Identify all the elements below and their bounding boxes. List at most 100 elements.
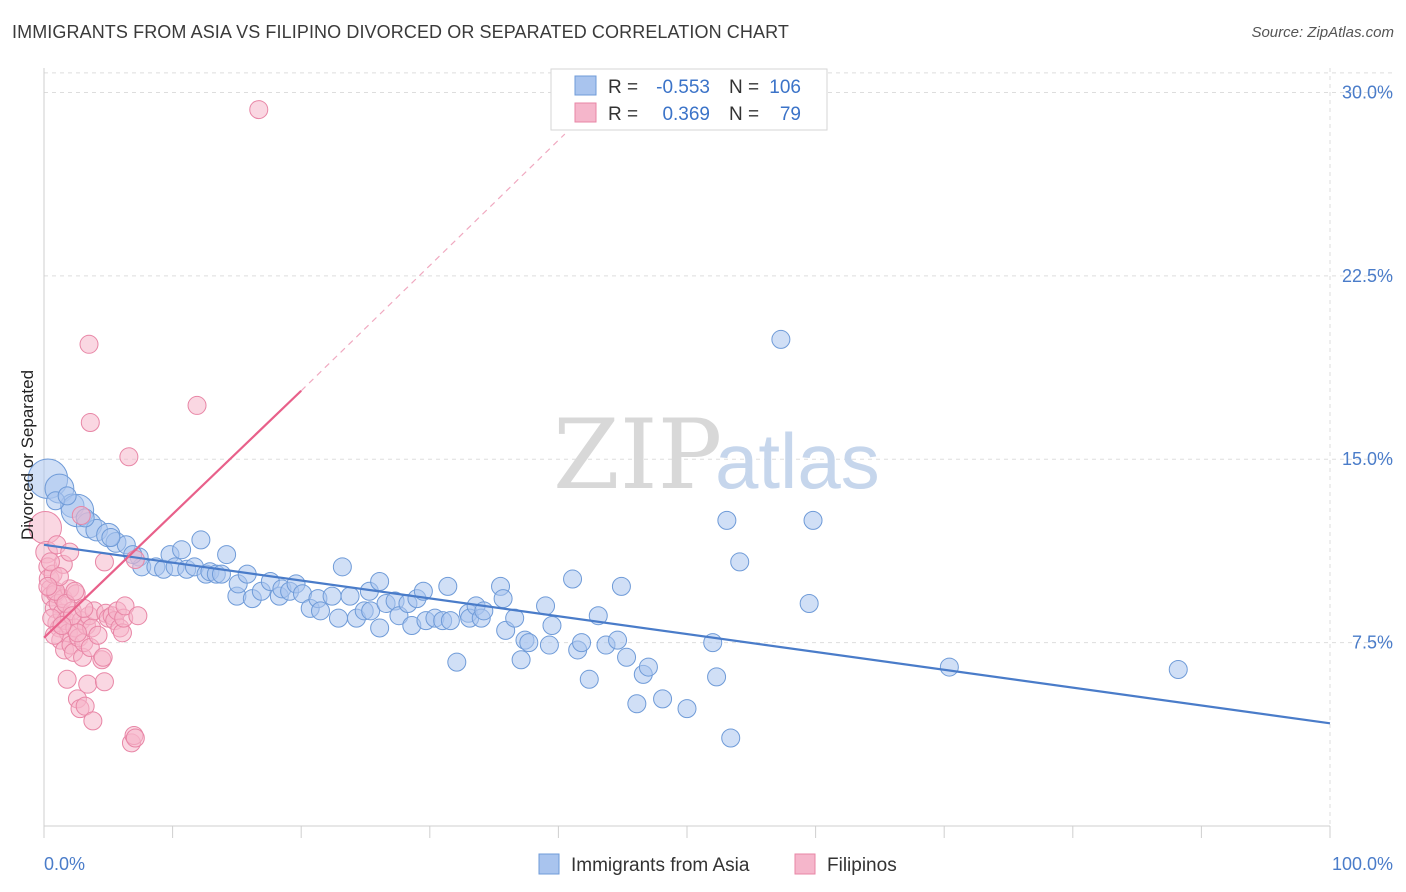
asia-point-92: [771, 329, 791, 349]
filipino-point-55: [128, 606, 148, 626]
watermark: ZIP atlas: [553, 399, 880, 511]
asia-point-76: [579, 669, 599, 689]
filipino-point-31: [75, 696, 95, 716]
x-tick-labels: 0.0% 100.0%: [44, 854, 1393, 874]
bottom-legend-swatch-asia: [538, 853, 560, 875]
filipino-point-74: [38, 576, 58, 596]
filipino-point-77: [52, 615, 72, 635]
filipino-point-59: [71, 505, 91, 525]
legend-n-value-2: 79: [780, 104, 801, 125]
asia-point-72: [542, 615, 562, 635]
filipino-point-39: [88, 625, 108, 645]
legend-swatch-filipinos: [574, 102, 597, 123]
filipino-point-72: [67, 623, 87, 643]
axes: [43, 68, 1331, 838]
bottom-legend-filipinos: Filipinos: [827, 855, 897, 876]
asia-point-64: [493, 589, 513, 609]
filipino-point-62: [94, 552, 114, 572]
filipino-point-73: [74, 598, 94, 618]
asia-trend-line: [43, 543, 1331, 725]
filipino-point-65: [187, 395, 207, 415]
y-tick-label-0: 7.5%: [1352, 633, 1393, 653]
asia-point-20: [217, 545, 237, 565]
asia-point-84: [638, 657, 658, 677]
correlation-legend: R = -0.553 N = 106 R = 0.369 N = 79: [550, 68, 828, 131]
series-filipinos-points: [28, 100, 269, 753]
filipino-point-58: [60, 542, 80, 562]
y-tick-labels: 7.5% 15.0% 22.5% 30.0%: [1342, 82, 1393, 652]
bottom-legend-swatch-filipinos: [794, 853, 816, 875]
filipino-trend-line: [43, 389, 302, 639]
y-axis-label: Divorced or Separated: [18, 370, 37, 540]
filipino-point-51: [115, 596, 135, 616]
y-tick-label-1: 15.0%: [1342, 449, 1393, 469]
asia-point-103: [191, 530, 211, 550]
asia-point-95: [939, 657, 959, 677]
asia-point-80: [611, 576, 631, 596]
legend-n-value-1: 106: [769, 77, 801, 98]
filipino-point-66: [249, 100, 269, 120]
asia-point-44: [370, 618, 390, 638]
asia-point-57: [447, 652, 467, 672]
chart-title: IMMIGRANTS FROM ASIA VS FILIPINO DIVORCE…: [12, 22, 789, 42]
asia-point-70: [536, 596, 556, 616]
asia-point-73: [563, 569, 583, 589]
legend-r-value-2: 0.369: [662, 104, 710, 125]
legend-r-label-1: R =: [608, 77, 638, 98]
legend-r-value-1: -0.553: [656, 77, 710, 98]
series-legend: Immigrants from Asia Filipinos: [538, 853, 897, 876]
asia-point-91: [730, 552, 750, 572]
asia-point-88: [707, 667, 727, 687]
legend-r-label-2: R =: [608, 104, 638, 125]
filipino-point-61: [80, 413, 100, 433]
watermark-zip: ZIP: [553, 399, 722, 511]
asia-point-89: [717, 510, 737, 530]
asia-point-38: [340, 586, 360, 606]
asia-point-93: [799, 593, 819, 613]
filipino-point-78: [65, 581, 85, 601]
trend-lines: [43, 133, 1331, 725]
asia-point-96: [1168, 660, 1188, 680]
asia-point-94: [803, 510, 823, 530]
asia-point-35: [322, 586, 342, 606]
asia-point-42: [361, 601, 381, 621]
asia-point-56: [440, 611, 460, 631]
filipino-trend-extension: [300, 133, 566, 392]
x-tick-label-0: 0.0%: [44, 854, 85, 874]
y-tick-label-3: 30.0%: [1342, 82, 1393, 102]
legend-n-label-1: N =: [729, 77, 759, 98]
asia-point-81: [617, 647, 637, 667]
asia-point-67: [511, 650, 531, 670]
legend-n-label-2: N =: [729, 104, 759, 125]
asia-point-36: [328, 608, 348, 628]
filipino-point-42: [94, 672, 114, 692]
source-label: Source: ZipAtlas.com: [1251, 24, 1394, 41]
asia-point-55: [438, 576, 458, 596]
asia-point-79: [608, 630, 628, 650]
filipino-point-63: [119, 447, 139, 467]
asia-point-43: [370, 571, 390, 591]
asia-point-100: [101, 527, 121, 547]
legend-swatch-asia: [574, 75, 597, 96]
filipino-point-64: [125, 549, 145, 569]
asia-point-69: [519, 633, 539, 653]
asia-point-75: [572, 633, 592, 653]
y-tick-label-2: 22.5%: [1342, 266, 1393, 286]
filipino-point-41: [93, 647, 113, 667]
asia-point-102: [172, 540, 192, 560]
asia-point-82: [627, 694, 647, 714]
asia-point-90: [721, 728, 741, 748]
filipino-point-54: [125, 728, 145, 748]
filipino-point-67: [40, 552, 60, 572]
series-asia-points: [27, 329, 1188, 748]
asia-point-71: [539, 635, 559, 655]
x-tick-label-1: 100.0%: [1332, 854, 1393, 874]
asia-point-37: [332, 557, 352, 577]
asia-point-98: [57, 486, 77, 506]
filipino-point-33: [78, 674, 98, 694]
filipino-point-17: [57, 669, 77, 689]
bottom-legend-asia: Immigrants from Asia: [571, 855, 750, 876]
asia-point-86: [677, 699, 697, 719]
watermark-atlas: atlas: [715, 417, 880, 505]
